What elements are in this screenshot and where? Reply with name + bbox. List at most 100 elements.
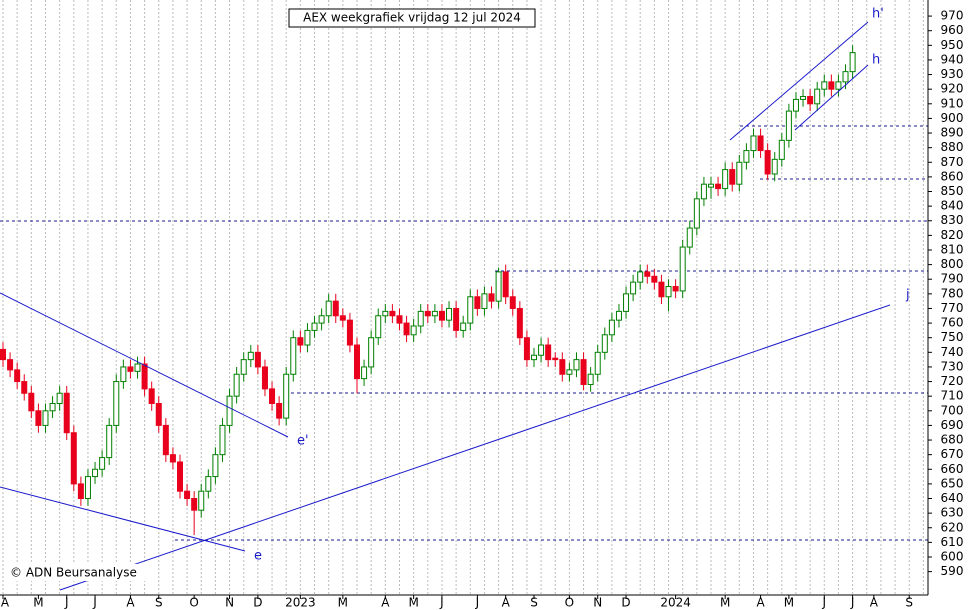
y-tick-label: 870 bbox=[941, 155, 964, 169]
candle-body bbox=[396, 315, 403, 324]
candle-body bbox=[722, 169, 729, 190]
y-tick-label: 970 bbox=[941, 9, 964, 23]
y-tick-label: 600 bbox=[941, 549, 964, 563]
candle-body bbox=[339, 315, 346, 321]
candle-body bbox=[219, 424, 226, 456]
candle-body bbox=[495, 271, 502, 302]
y-tick-label: 840 bbox=[941, 199, 964, 213]
y-tick-label: 620 bbox=[941, 520, 964, 534]
candle-body bbox=[191, 498, 198, 511]
y-tick-label: 790 bbox=[941, 272, 964, 286]
candle-body bbox=[566, 369, 573, 375]
x-tick-label: N bbox=[225, 596, 234, 610]
candle-body bbox=[686, 227, 693, 248]
candle-body bbox=[467, 296, 474, 324]
candle-body bbox=[729, 169, 736, 185]
x-tick-label: A bbox=[381, 596, 390, 610]
trend-line bbox=[794, 64, 869, 131]
x-tick-label: A bbox=[502, 596, 511, 610]
candle-body bbox=[389, 310, 396, 317]
candle-body bbox=[849, 52, 856, 73]
candle-body bbox=[821, 81, 828, 90]
annotation: e bbox=[254, 549, 262, 564]
candle-body bbox=[14, 369, 21, 383]
x-tick-label: M bbox=[408, 596, 418, 610]
candle-body bbox=[21, 381, 28, 394]
y-tick-label: 940 bbox=[941, 52, 964, 66]
y-tick-label: 890 bbox=[941, 126, 964, 140]
x-tick-label: S bbox=[905, 596, 913, 610]
x-tick-label: S bbox=[155, 596, 163, 610]
annotation: h' bbox=[872, 7, 884, 22]
candle-body bbox=[70, 432, 77, 485]
candle-body bbox=[254, 351, 261, 368]
candle-body bbox=[700, 183, 707, 200]
candle-body bbox=[177, 461, 183, 492]
candle-body bbox=[205, 476, 212, 492]
candle-body bbox=[325, 300, 332, 317]
y-tick-label: 650 bbox=[941, 476, 964, 490]
candle-body bbox=[318, 315, 325, 324]
x-tick-label: M bbox=[33, 596, 43, 610]
candle-body bbox=[276, 402, 283, 419]
y-tick-label: 680 bbox=[941, 433, 964, 447]
annotation: j bbox=[905, 288, 910, 303]
candle-body bbox=[665, 286, 672, 298]
candle-body bbox=[49, 402, 56, 412]
candle-body bbox=[573, 359, 580, 371]
candle-body bbox=[184, 490, 191, 500]
x-tick-label: J bbox=[850, 596, 855, 610]
annotation: e' bbox=[297, 434, 309, 449]
x-tick-label: A bbox=[126, 596, 135, 610]
y-tick-label: 720 bbox=[941, 374, 964, 388]
y-tick-label: 780 bbox=[941, 286, 964, 300]
y-tick-label: 930 bbox=[941, 67, 964, 81]
candle-body bbox=[77, 483, 84, 500]
x-tick-label: J bbox=[92, 596, 97, 610]
candle-body bbox=[715, 183, 722, 190]
candle-body bbox=[375, 315, 382, 339]
candle-body bbox=[106, 424, 113, 459]
trend-line bbox=[729, 21, 869, 141]
candle-body bbox=[155, 402, 162, 426]
candle-body bbox=[792, 98, 799, 112]
candle-body bbox=[120, 366, 127, 383]
grid bbox=[2, 0, 924, 595]
candle-body bbox=[283, 373, 290, 419]
y-tick-label: 910 bbox=[941, 96, 964, 110]
trend-line bbox=[59, 304, 891, 591]
candle-body bbox=[134, 363, 141, 372]
candle-body bbox=[559, 359, 566, 375]
y-tick-label: 610 bbox=[941, 535, 964, 549]
y-tick-label: 820 bbox=[941, 228, 964, 242]
candle-body bbox=[162, 424, 169, 456]
x-tick-label: N bbox=[593, 596, 602, 610]
x-tick-label: D bbox=[253, 596, 262, 610]
candle-body bbox=[623, 293, 630, 312]
candle-body bbox=[84, 476, 91, 500]
candle-body bbox=[481, 293, 488, 309]
y-tick-label: 640 bbox=[941, 491, 964, 505]
candle-body bbox=[594, 351, 601, 375]
candle-body bbox=[311, 322, 318, 331]
candle-body bbox=[382, 310, 389, 317]
candle-body bbox=[247, 351, 254, 361]
y-tick-label: 900 bbox=[941, 111, 964, 125]
candle-body bbox=[56, 392, 63, 404]
candle-body bbox=[778, 139, 785, 160]
candle-body bbox=[127, 366, 134, 372]
candle-body bbox=[368, 337, 375, 368]
x-tick-label: J bbox=[475, 596, 480, 610]
copyright: © ADN Beursanalyse bbox=[10, 566, 137, 580]
candle-body bbox=[545, 344, 552, 361]
candle-body bbox=[212, 454, 219, 478]
candle-body bbox=[92, 468, 99, 478]
candle-body bbox=[580, 359, 587, 385]
candle-body bbox=[290, 337, 297, 375]
candle-body bbox=[757, 135, 764, 152]
candle-body bbox=[828, 81, 835, 90]
candle-body bbox=[28, 392, 35, 412]
candle-body bbox=[488, 293, 495, 302]
y-tick-label: 590 bbox=[941, 564, 964, 578]
